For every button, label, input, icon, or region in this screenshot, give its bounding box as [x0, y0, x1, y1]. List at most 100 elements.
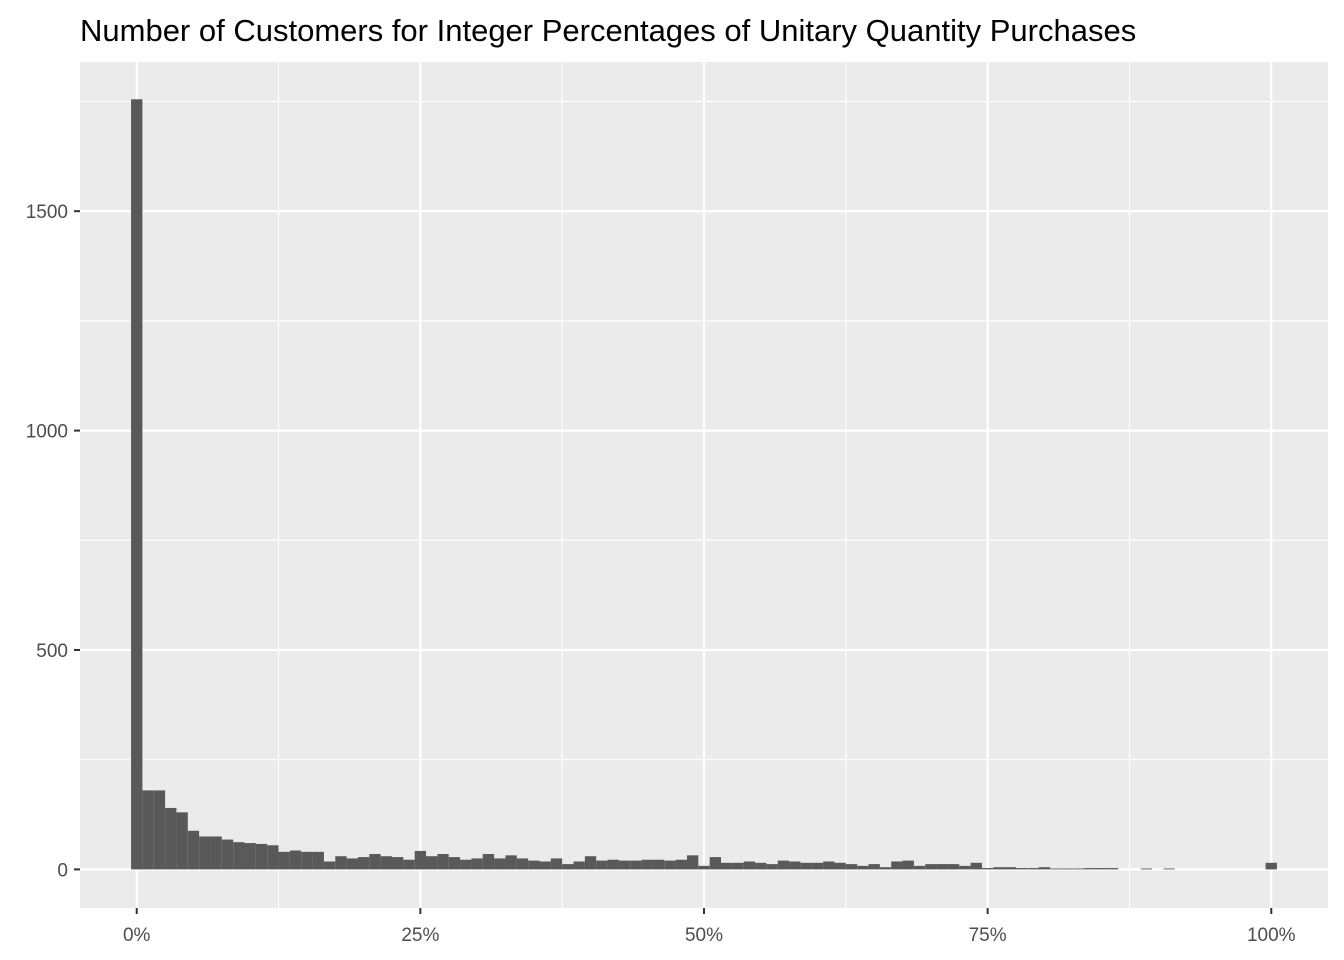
- histogram-bar: [652, 859, 665, 870]
- histogram-bar: [857, 865, 869, 870]
- histogram-bar: [755, 862, 767, 870]
- histogram-bar: [1027, 868, 1039, 870]
- histogram-bar: [1163, 868, 1175, 870]
- histogram-bar: [891, 861, 903, 870]
- histogram-bar: [369, 854, 381, 870]
- histogram-bar: [732, 862, 744, 870]
- histogram-bars: [131, 99, 1277, 870]
- histogram-bar: [482, 854, 495, 870]
- histogram-bar: [471, 858, 483, 870]
- histogram-bar: [721, 862, 733, 870]
- histogram-bar: [312, 851, 324, 870]
- histogram-bar: [278, 851, 290, 870]
- chart-title: Number of Customers for Integer Percenta…: [80, 13, 1136, 48]
- histogram-bar: [607, 859, 619, 870]
- histogram-bar: [845, 864, 858, 870]
- histogram-bar: [550, 858, 563, 870]
- histogram-bar: [936, 864, 948, 870]
- histogram-bar: [970, 862, 982, 870]
- histogram-bar: [335, 856, 347, 870]
- histogram-bar: [131, 99, 143, 870]
- histogram-bar: [199, 836, 211, 870]
- histogram-bar: [494, 858, 506, 870]
- histogram-bar: [823, 861, 835, 870]
- histogram-bar: [675, 859, 687, 870]
- histogram-bar: [380, 856, 392, 870]
- histogram-bar: [630, 860, 642, 870]
- histogram-bar: [516, 858, 529, 870]
- histogram-bar: [584, 856, 597, 870]
- histogram-bar: [1038, 867, 1051, 870]
- histogram-bar: [902, 860, 914, 870]
- y-axis: 0 500 1000 1500: [26, 202, 80, 881]
- histogram-bar: [233, 842, 245, 870]
- histogram-bar: [800, 862, 812, 870]
- histogram-bar: [641, 859, 653, 870]
- histogram-bar: [153, 790, 166, 870]
- histogram-bar: [573, 861, 585, 870]
- histogram-bar: [244, 843, 256, 870]
- histogram-bar: [403, 859, 415, 870]
- histogram-bar: [323, 861, 336, 870]
- histogram-bar: [1016, 868, 1028, 870]
- histogram-bar: [505, 855, 517, 870]
- histogram-bar: [777, 860, 790, 870]
- histogram-bar: [1072, 868, 1085, 870]
- histogram-bar: [255, 843, 268, 870]
- histogram-bar: [834, 862, 846, 870]
- histogram-bar: [357, 857, 370, 870]
- histogram-bar: [913, 865, 926, 870]
- histogram-bar: [618, 860, 631, 870]
- histogram-bar: [426, 856, 438, 870]
- histogram-bar: [165, 807, 177, 870]
- histogram-bar: [221, 839, 234, 870]
- histogram-bar: [1265, 862, 1277, 870]
- histogram-bar: [1050, 868, 1062, 870]
- histogram-bar: [868, 864, 880, 870]
- histogram-bar: [947, 864, 960, 870]
- x-tick-label: 25%: [401, 925, 439, 946]
- histogram-bar: [981, 868, 994, 870]
- histogram-bar: [267, 845, 279, 870]
- histogram-bar: [1004, 867, 1016, 870]
- y-tick-label: 1000: [26, 422, 68, 443]
- histogram-bar: [879, 867, 892, 870]
- x-axis: 0% 25% 50% 75% 100%: [123, 908, 1296, 946]
- histogram-bar: [460, 859, 472, 870]
- histogram-bar: [142, 790, 154, 870]
- histogram-bar: [392, 857, 404, 870]
- y-tick-label: 0: [57, 860, 68, 881]
- x-tick-label: 100%: [1247, 925, 1296, 946]
- y-tick-label: 1500: [26, 202, 68, 223]
- histogram-bar: [686, 855, 699, 870]
- histogram-bar: [562, 864, 574, 870]
- x-tick-label: 75%: [969, 925, 1007, 946]
- histogram-bar: [811, 862, 824, 870]
- histogram-bar: [414, 850, 427, 870]
- histogram-bar: [596, 860, 608, 870]
- histogram-bar: [1095, 868, 1107, 870]
- histogram-bar: [346, 858, 358, 870]
- histogram-bar: [1140, 868, 1153, 870]
- x-tick-label: 50%: [685, 925, 723, 946]
- histogram-bar: [709, 857, 722, 870]
- histogram-bar: [959, 865, 971, 870]
- histogram-bar: [1084, 868, 1096, 870]
- histogram-bar: [289, 850, 302, 870]
- histogram-bar: [925, 864, 937, 870]
- y-tick-label: 500: [36, 641, 68, 662]
- histogram-bar: [539, 861, 551, 870]
- histogram-bar: [993, 867, 1005, 870]
- histogram-bar: [766, 864, 778, 870]
- histogram-bar: [1106, 868, 1119, 870]
- histogram-bar: [698, 865, 710, 870]
- histogram-bar: [210, 836, 222, 870]
- x-tick-label: 0%: [123, 925, 151, 946]
- histogram-bar: [789, 861, 801, 870]
- histogram-bar: [187, 830, 200, 870]
- histogram-bar: [1061, 868, 1073, 870]
- histogram-bar: [448, 857, 461, 870]
- histogram-bar: [301, 851, 313, 870]
- histogram-bar: [664, 860, 676, 870]
